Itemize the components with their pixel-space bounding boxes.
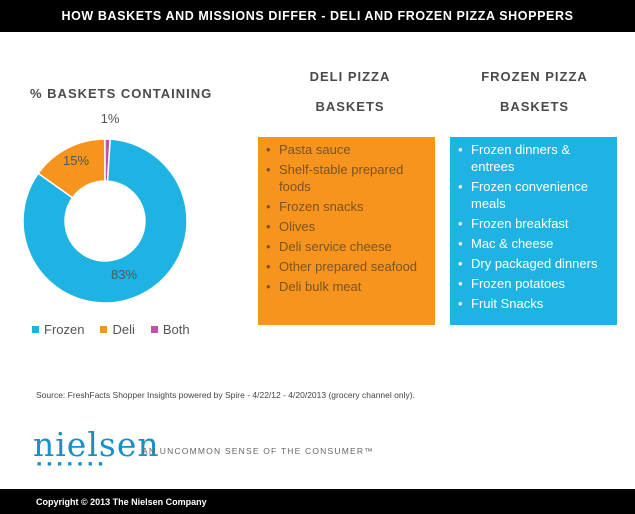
donut-chart: 83% 15% 1% xyxy=(22,111,188,304)
deli-list: Pasta sauce Shelf-stable prepared foods … xyxy=(266,141,425,295)
frozen-basket-box: Frozen dinners & entrees Frozen convenie… xyxy=(450,137,617,325)
data-label-deli: 15% xyxy=(63,153,89,168)
list-item: Deli bulk meat xyxy=(266,278,425,295)
list-item: Pasta sauce xyxy=(266,141,425,158)
data-label-both: 1% xyxy=(101,111,120,126)
legend-item-deli: Deli xyxy=(100,322,135,337)
legend-item-both: Both xyxy=(150,322,190,337)
legend-swatch-both xyxy=(150,326,158,333)
list-item: Frozen potatoes xyxy=(458,275,607,292)
copyright-text: Copyright © 2013 The Nielsen Company xyxy=(36,496,207,507)
list-item: Deli service cheese xyxy=(266,238,425,255)
legend-label-frozen: Frozen xyxy=(44,322,85,337)
nielsen-logo: nielsen xyxy=(33,425,160,464)
list-item: Dry packaged dinners xyxy=(458,255,607,272)
list-item: Olives xyxy=(266,218,425,235)
list-item: Mac & cheese xyxy=(458,235,607,252)
legend-swatch-frozen xyxy=(32,326,39,333)
legend-item-frozen: Frozen xyxy=(32,322,84,337)
deli-basket-box: Pasta sauce Shelf-stable prepared foods … xyxy=(258,137,435,325)
frozen-heading-line2: BASKETS xyxy=(499,99,570,114)
logo-tagline: AN UNCOMMON SENSE OF THE CONSUMER™ xyxy=(142,446,374,456)
frozen-heading: FROZEN PIZZA BASKETS xyxy=(452,62,617,122)
header-bar: HOW BASKETS AND MISSIONS DIFFER - DELI A… xyxy=(0,0,635,32)
list-item: Fruit Snacks xyxy=(458,295,607,312)
header-title: HOW BASKETS AND MISSIONS DIFFER - DELI A… xyxy=(61,9,574,23)
chart-title: % BASKETS CONTAINING xyxy=(30,86,213,101)
deli-heading-line2: BASKETS xyxy=(315,99,385,114)
list-item: Frozen breakfast xyxy=(458,215,607,232)
list-item: Frozen snacks xyxy=(266,198,425,215)
legend-label-both: Both xyxy=(162,322,190,337)
deli-heading-line1: DELI PIZZA xyxy=(309,69,391,84)
source-note: Source: FreshFacts Shopper Insights powe… xyxy=(36,390,415,400)
list-item: Other prepared seafood xyxy=(266,258,425,275)
data-label-frozen: 83% xyxy=(111,267,137,282)
frozen-list: Frozen dinners & entrees Frozen convenie… xyxy=(458,141,607,312)
legend-swatch-deli xyxy=(100,326,108,333)
legend-label-deli: Deli xyxy=(112,322,135,337)
footer-bar: Copyright © 2013 The Nielsen Company xyxy=(0,489,635,514)
chart-legend: Frozen Deli Both xyxy=(32,322,190,337)
donut-slice-frozen xyxy=(22,138,188,304)
list-item: Shelf-stable prepared foods xyxy=(266,161,425,195)
logo-dots: ■■■■■■■ xyxy=(37,461,109,468)
list-item: Frozen convenience meals xyxy=(458,178,607,212)
list-item: Frozen dinners & entrees xyxy=(458,141,607,175)
frozen-heading-line1: FROZEN PIZZA xyxy=(481,69,588,84)
deli-heading: DELI PIZZA BASKETS xyxy=(265,62,435,122)
